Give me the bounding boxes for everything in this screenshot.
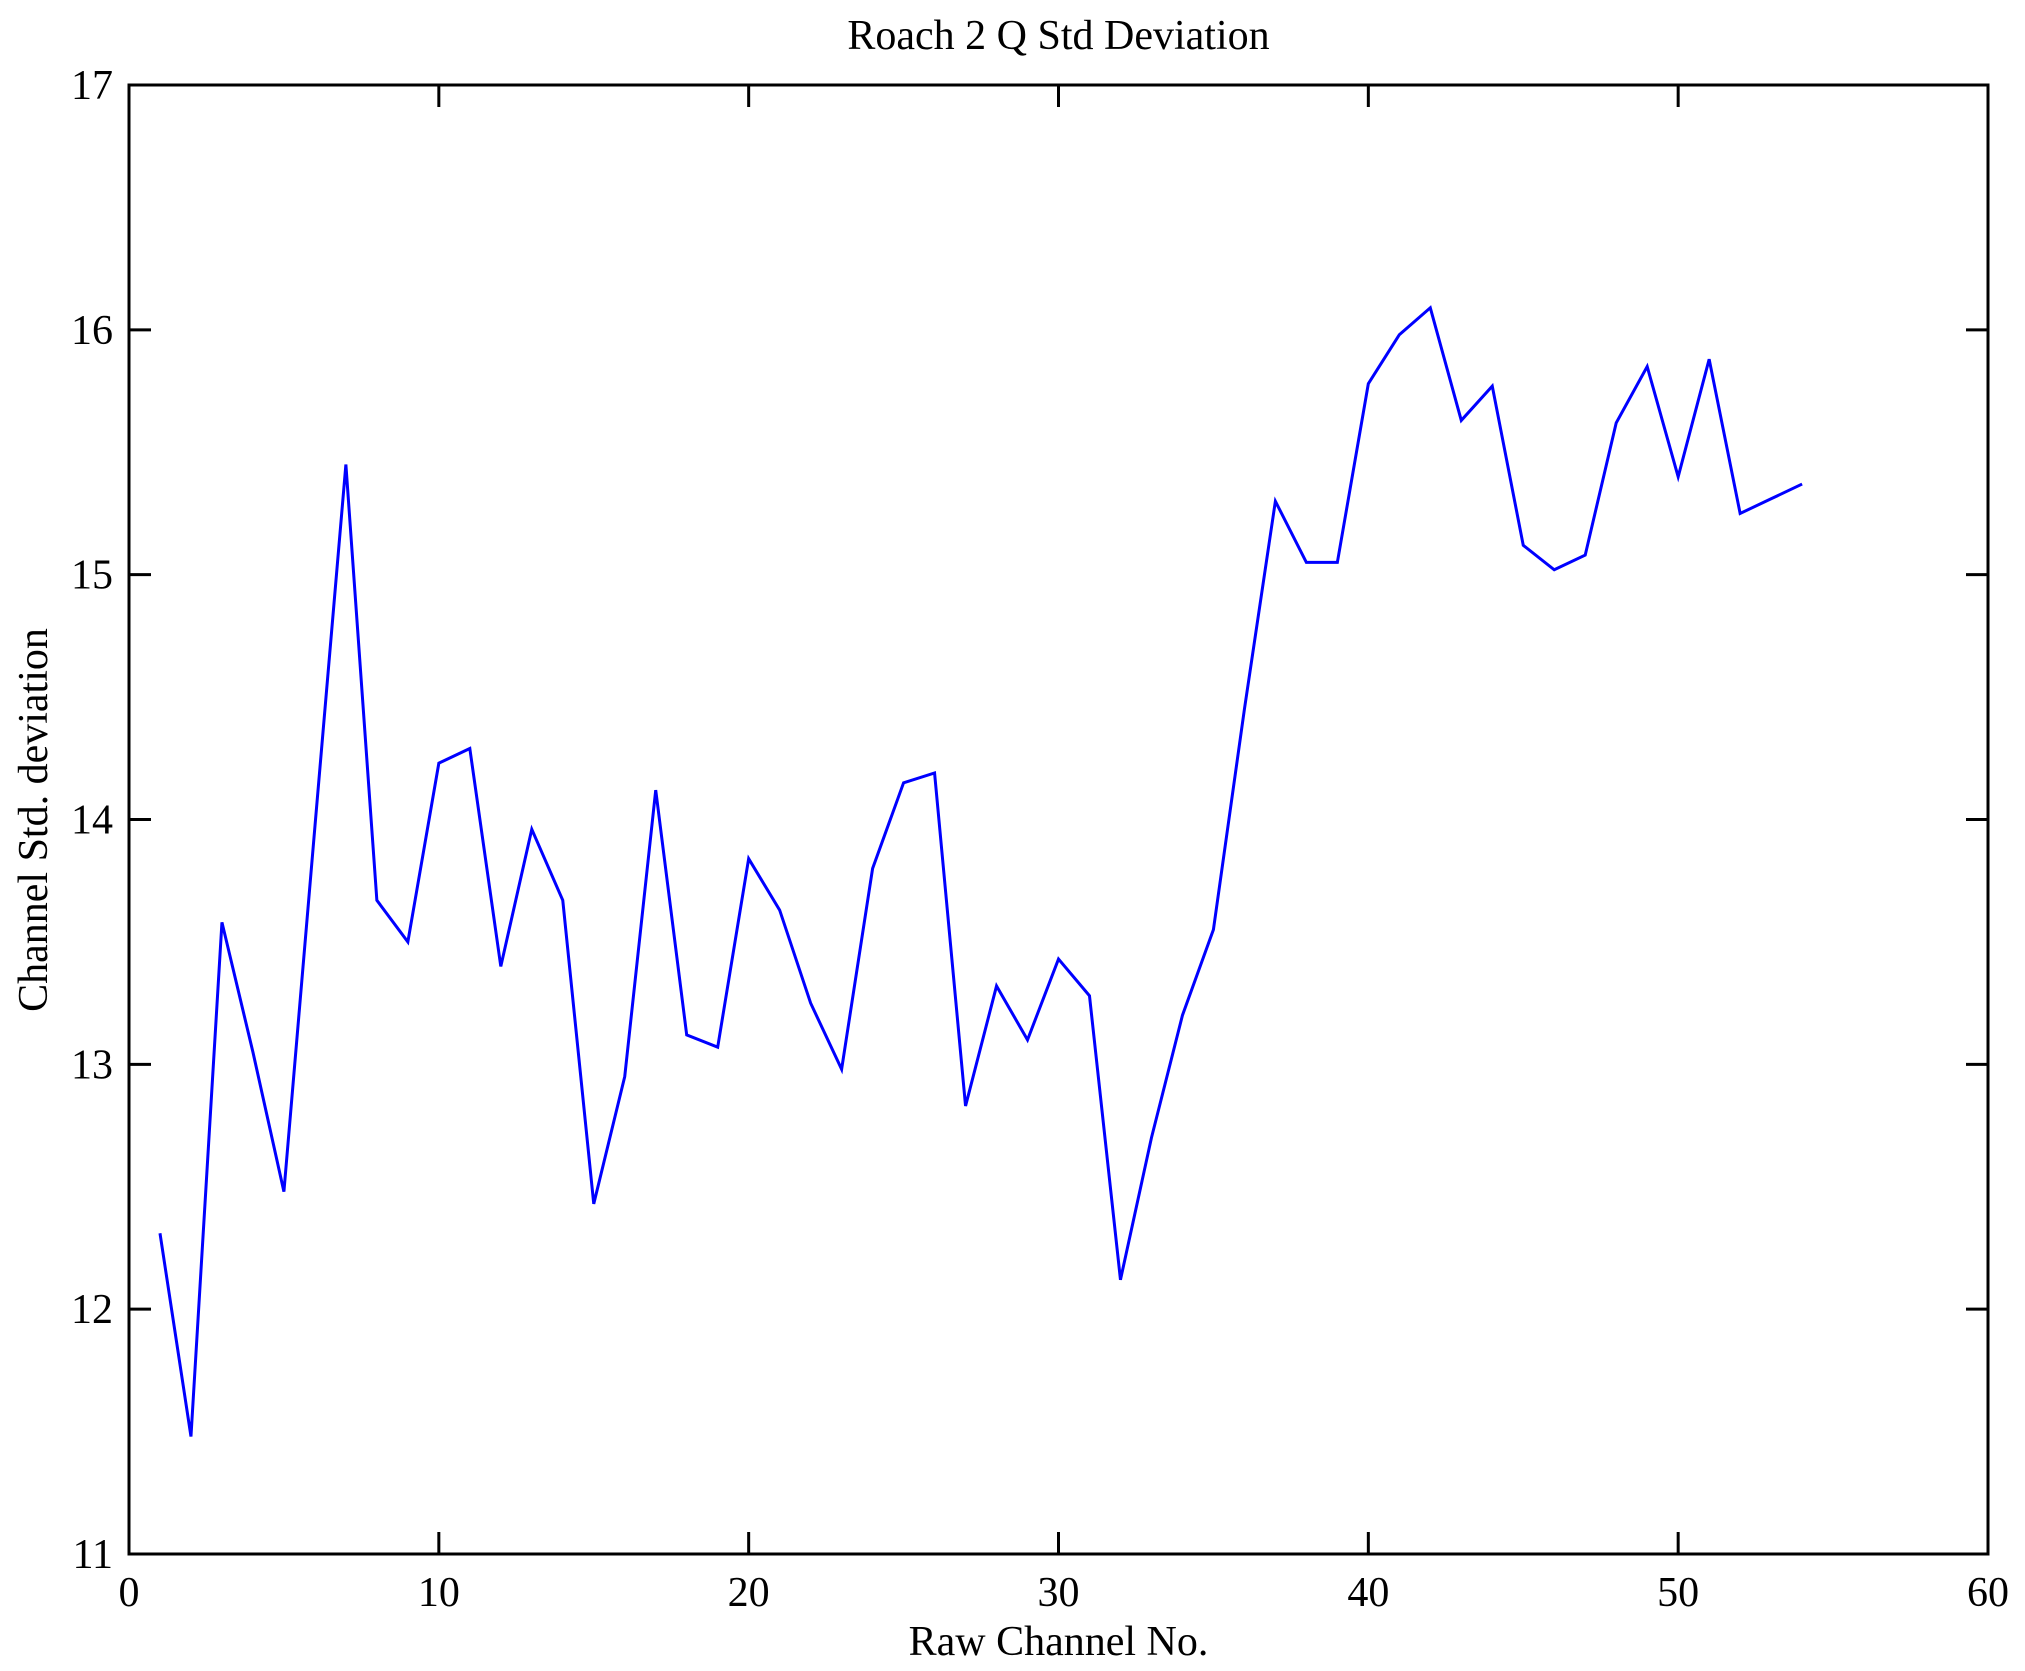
y-tick-label: 15	[71, 553, 113, 599]
x-tick-label: 60	[1967, 1570, 2009, 1616]
x-tick-label: 40	[1347, 1570, 1389, 1616]
x-tick-label: 20	[728, 1570, 770, 1616]
x-tick-label: 0	[119, 1570, 140, 1616]
y-tick-label: 12	[71, 1287, 113, 1333]
x-axis-label: Raw Channel No.	[908, 1619, 1209, 1665]
y-tick-label: 11	[73, 1532, 113, 1578]
x-tick-label: 10	[418, 1570, 460, 1616]
series-line	[158, 305, 1803, 1437]
x-tick-label: 50	[1657, 1570, 1699, 1616]
y-tick-label: 13	[71, 1042, 113, 1088]
axes-box	[127, 83, 1990, 1556]
x-tick-label: 30	[1038, 1570, 1080, 1616]
chart-title: Roach 2 Q Std Deviation	[847, 13, 1270, 59]
y-tick-label: 16	[71, 308, 113, 354]
y-tick-label: 17	[71, 63, 113, 109]
y-axis-label: Channel Std. deviation	[11, 628, 57, 1012]
y-tick-label: 14	[71, 798, 113, 844]
